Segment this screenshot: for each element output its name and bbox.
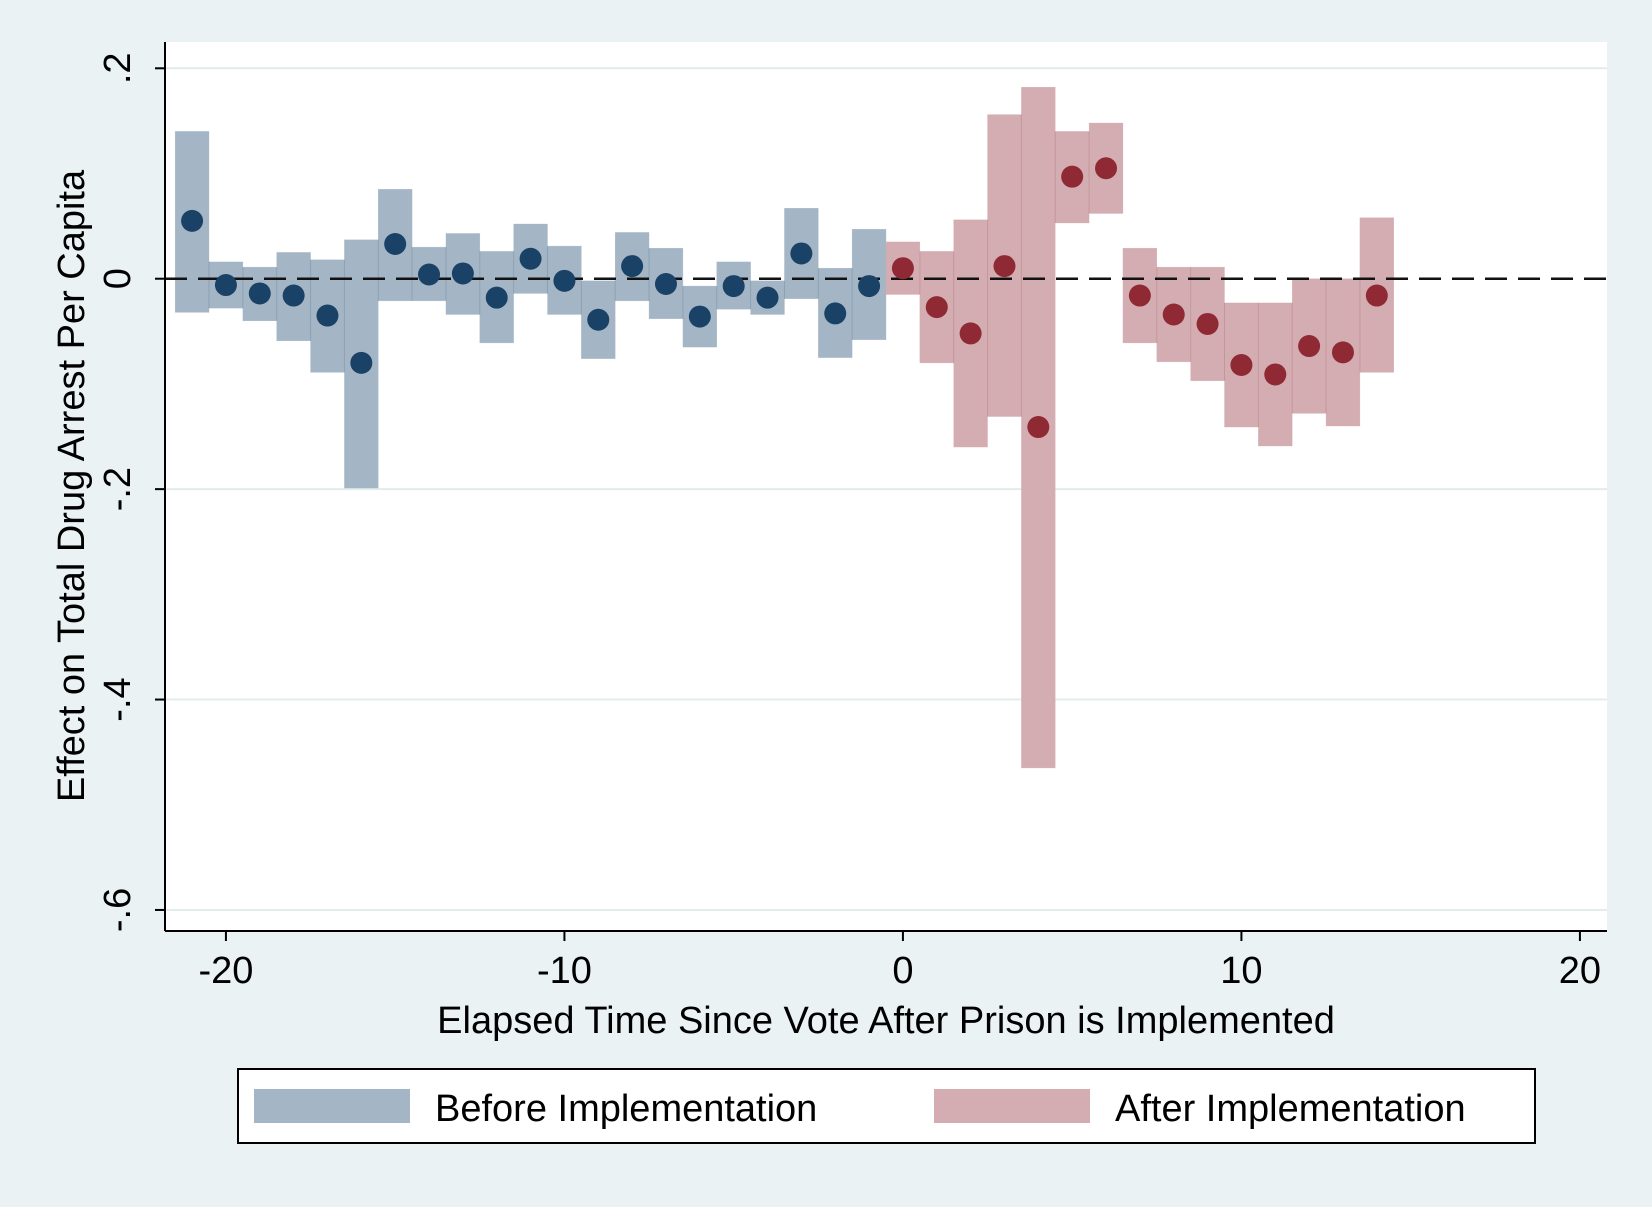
data-point-after [1061,165,1084,188]
data-point-before [282,284,305,307]
data-point-before [519,247,542,270]
ci-band-before [513,223,548,294]
legend-box [237,1068,1536,1144]
data-point-after [993,255,1016,278]
data-point-before [248,282,271,305]
data-point-after [1095,157,1118,180]
data-point-before [587,308,610,331]
data-point-before [688,305,711,328]
data-point-after [1298,335,1321,358]
data-point-before [485,286,508,309]
legend-swatch-after [934,1089,1090,1123]
data-point-after [959,322,982,345]
ci-band-after [919,251,954,364]
legend: Before Implementation After Implementati… [237,1068,1536,1144]
data-point-before [350,351,373,374]
gridlines [165,67,1607,911]
data-point-before [418,263,441,286]
y-tick-label: -.6 [97,888,139,932]
data-point-before [316,304,339,327]
data-points [181,157,1388,439]
data-point-before [214,274,237,297]
data-point-after [1230,353,1253,376]
data-point-before [756,286,779,309]
legend-swatch-before [254,1089,410,1123]
y-axis-title: Effect on Total Drug Arrest Per Capita [51,169,93,802]
data-point-after [1162,303,1185,326]
y-tick-label: 0 [97,268,139,289]
data-point-before [790,242,813,265]
x-tick-label: 0 [892,950,913,992]
x-tick-label: 20 [1559,950,1601,992]
y-tick-label: .2 [97,52,139,84]
data-point-after [1264,363,1287,386]
data-point-before [451,262,474,285]
ci-band-after [1054,131,1090,224]
data-point-after [1128,284,1151,307]
data-point-after [925,296,948,319]
legend-label-before: Before Implementation [435,1088,817,1130]
data-point-before [824,302,847,325]
ci-band-after [1190,266,1225,382]
data-point-after [891,257,914,280]
x-tick-label: -20 [198,950,253,992]
data-point-before [621,255,644,278]
data-point-before [181,209,204,232]
data-point-before [553,269,576,292]
data-point-after [1196,312,1219,335]
data-point-after [1365,284,1388,307]
x-axis-title: Elapsed Time Since Vote After Prison is … [437,1000,1335,1042]
x-tick-label: 10 [1220,950,1262,992]
y-tick-label: -.4 [97,677,139,721]
y-tick-label: -.2 [97,467,139,511]
data-point-before [654,272,677,295]
plot-background [165,42,1607,931]
data-point-before [722,275,745,298]
legend-label-after: After Implementation [1115,1088,1466,1130]
data-point-before [858,275,881,298]
data-point-before [384,232,407,255]
axis-ticks: .2 0 -.2 -.4 -.6 -20 -10 0 10 20 [97,52,1601,992]
x-tick-label: -10 [537,950,592,992]
data-point-after [1027,416,1050,439]
data-point-after [1331,341,1354,364]
